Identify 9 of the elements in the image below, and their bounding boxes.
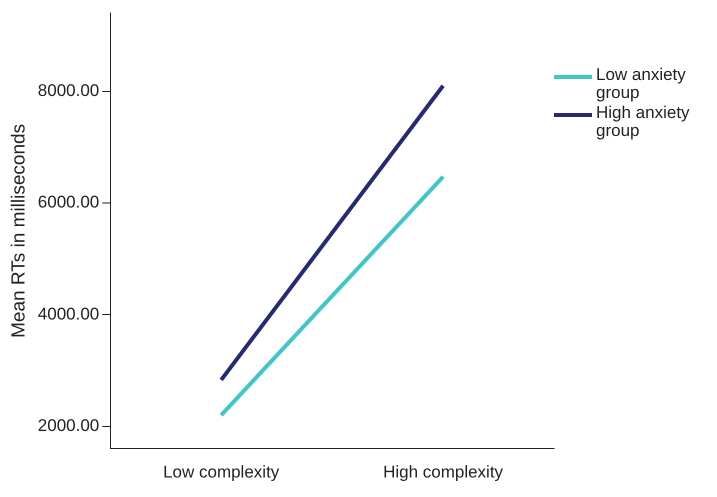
y-axis-title: Mean RTs in milliseconds [8,124,30,338]
y-tick-label: 6000.00 [38,192,100,212]
y-tick-label: 8000.00 [38,81,100,100]
legend-label: Low anxiety group [596,65,687,102]
legend-label: High anxiety group [596,103,691,140]
y-tick-label: 4000.00 [38,304,100,324]
x-tick-label: Low complexity [163,462,280,482]
x-tick-label: High complexity [383,462,504,482]
y-tick-label: 2000.00 [38,416,100,435]
